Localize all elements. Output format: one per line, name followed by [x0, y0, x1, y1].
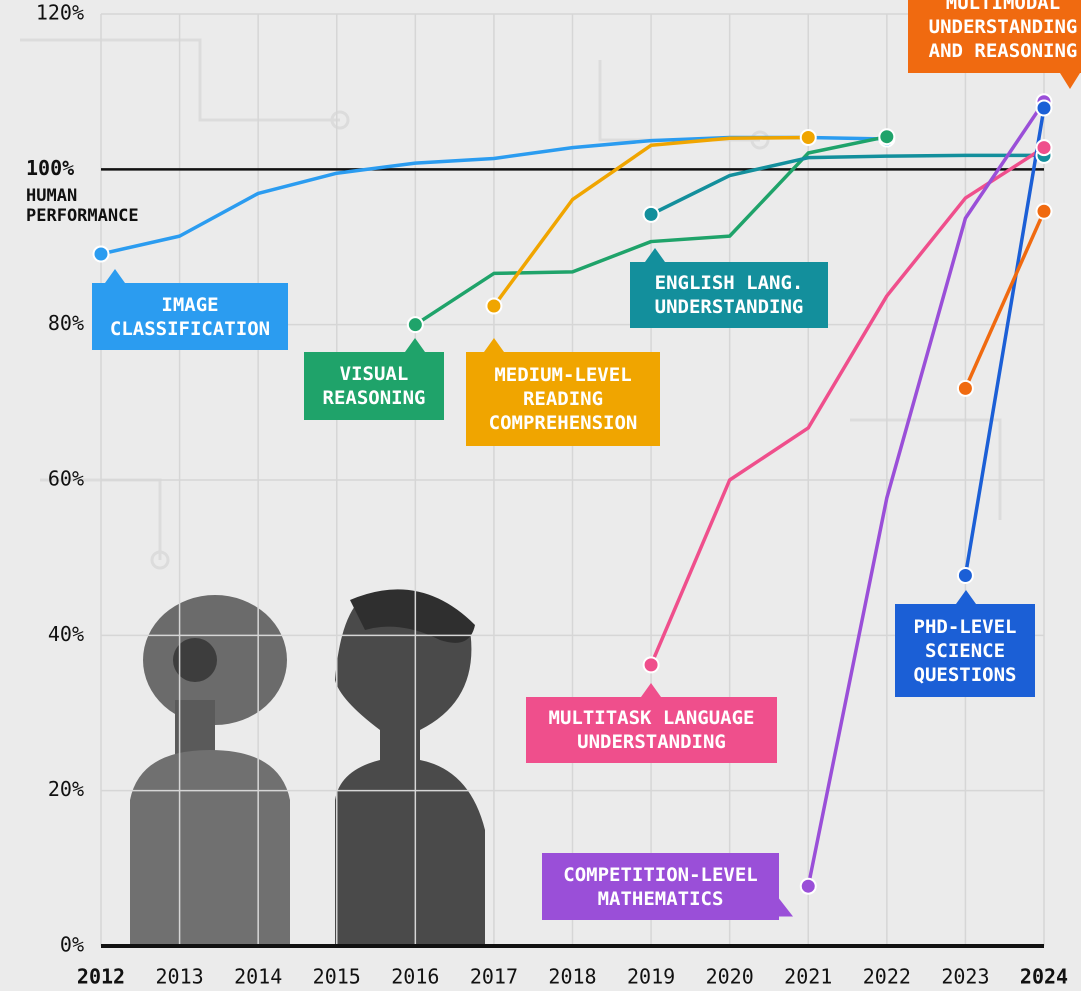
y-tick-label: 40%: [48, 622, 84, 646]
series-label: MEDIUM-LEVEL READING COMPREHENSION: [466, 352, 660, 446]
x-tick-label: 2012: [77, 965, 125, 989]
data-point: [644, 657, 659, 672]
data-point: [486, 299, 501, 314]
y-tick-label: 100%: [26, 156, 74, 180]
illustration: [130, 589, 485, 945]
series-label: PHD-LEVEL SCIENCE QUESTIONS: [895, 604, 1035, 697]
series-line: [965, 211, 1044, 388]
x-tick-label: 2020: [706, 965, 754, 989]
y-tick-label: 60%: [48, 467, 84, 491]
x-tick-label: 2024: [1020, 965, 1068, 989]
y-tick-label: 80%: [48, 311, 84, 335]
x-tick-label: 2018: [548, 965, 596, 989]
x-tick-label: 2021: [784, 965, 832, 989]
data-point: [801, 879, 816, 894]
data-point: [644, 207, 659, 222]
series-label: COMPETITION-LEVEL MATHEMATICS: [542, 853, 779, 920]
series-label: ENGLISH LANG. UNDERSTANDING: [630, 262, 828, 328]
label-pointer: [956, 590, 976, 604]
data-point: [958, 568, 973, 583]
label-pointer: [484, 338, 504, 352]
series-label: IMAGE CLASSIFICATION: [92, 283, 288, 350]
series-line: [808, 102, 1044, 886]
x-tick-label: 2016: [391, 965, 439, 989]
label-pointer: [779, 899, 793, 917]
chart-page: 2012 2013 2014 2015 2016 2017 2018 2019 2020 2021…: [0, 0, 1081, 991]
label-pointer: [105, 269, 125, 283]
data-point: [1037, 100, 1052, 115]
data-point: [94, 246, 109, 261]
label-pointer: [405, 338, 425, 352]
x-tick-label: 2023: [941, 965, 989, 989]
label-pointer: [645, 248, 665, 262]
x-tick-label: 2019: [627, 965, 675, 989]
x-tick-label: 2015: [313, 965, 361, 989]
y-tick-label: 120%: [36, 1, 84, 25]
y-tick-label: 20%: [48, 777, 84, 801]
data-point: [408, 317, 423, 332]
label-pointer: [1060, 73, 1080, 89]
x-tick-label: 2022: [863, 965, 911, 989]
data-point: [958, 381, 973, 396]
label-pointer: [641, 683, 661, 697]
data-point: [1037, 204, 1052, 219]
series-label: VISUAL REASONING: [304, 352, 444, 420]
reference-label: HUMAN PERFORMANCE: [26, 186, 176, 226]
series-line: [965, 108, 1044, 576]
x-tick-label: 2013: [155, 965, 203, 989]
data-point: [879, 129, 894, 144]
series-label: MULTITASK LANGUAGE UNDERSTANDING: [526, 697, 777, 763]
x-tick-label: 2017: [470, 965, 518, 989]
series-label: MULTIMODAL UNDERSTANDING AND REASONING: [908, 0, 1081, 73]
series-line: [651, 148, 1044, 665]
x-tick-label: 2014: [234, 965, 282, 989]
data-point: [801, 130, 816, 145]
chart: 2012 2013 2014 2015 2016 2017 2018 2019 2020 2021…: [0, 0, 1081, 991]
y-tick-label: 0%: [60, 933, 84, 957]
data-point: [1037, 140, 1052, 155]
